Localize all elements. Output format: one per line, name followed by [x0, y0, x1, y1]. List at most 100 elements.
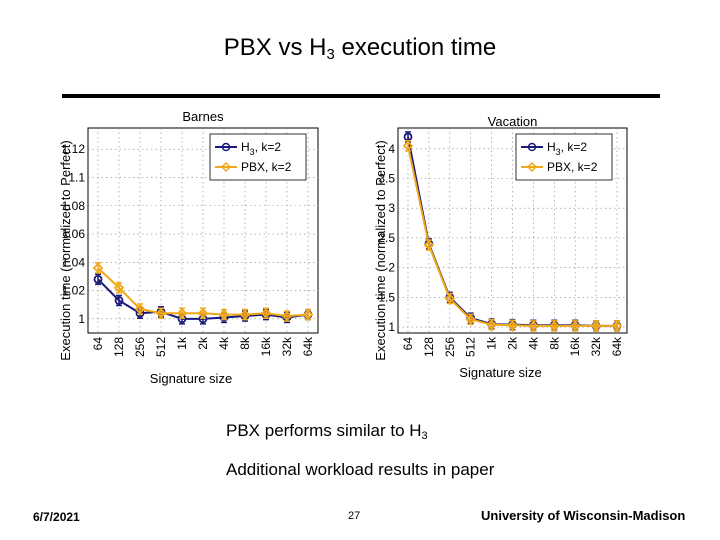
legend-label: PBX, k=2 — [547, 160, 598, 174]
legend-marker-diamond — [526, 161, 538, 173]
legend-label-sub: 3 — [556, 147, 561, 157]
legend-label-main: PBX, k=2 — [547, 160, 598, 174]
x-axis-label: Signature size — [459, 365, 541, 380]
chart-panel-vacation: 1 1.5 2 2.5 3 3.5 4 64 128 256 512 1k 2k 4k 8k 16k 32k 64… — [373, 114, 628, 380]
data-point-pbx — [465, 314, 476, 325]
x-tick-label: 64k — [301, 336, 315, 356]
y-tick-label: 1.1 — [68, 170, 85, 184]
slide-title-main: PBX vs H — [223, 34, 327, 61]
data-point-pbx — [486, 319, 497, 330]
x-axis-label: Signature size — [150, 371, 232, 386]
x-tick-label: 256 — [133, 337, 147, 357]
x-tick-label: 4k — [526, 336, 540, 350]
legend-box — [515, 133, 613, 181]
data-point-h3 — [93, 274, 103, 284]
x-tick-label: 256 — [443, 337, 457, 357]
x-tick-label: 8k — [547, 336, 561, 350]
y-tick-label: 1.02 — [62, 284, 86, 298]
bullet1-subscript: 3 — [421, 430, 428, 442]
x-tick-label: 8k — [238, 336, 252, 350]
y-tick-label: 1.08 — [62, 199, 86, 213]
data-point-pbx — [569, 320, 581, 332]
legend-label-main: H — [241, 140, 250, 154]
legend-box — [209, 133, 307, 181]
data-point-pbx — [302, 309, 314, 320]
x-tick-label: 128 — [422, 337, 436, 357]
legend-label: H3, k=2 — [547, 140, 587, 157]
footer-page-number: 27 — [348, 510, 361, 522]
legend-label-rest: , k=2 — [255, 140, 282, 154]
y-tick-label: 3 — [388, 201, 395, 215]
y-tick-label: 1 — [78, 312, 85, 326]
data-point-pbx — [218, 309, 230, 320]
x-tick-label: 512 — [464, 337, 478, 357]
data-point-pbx — [528, 320, 539, 332]
y-tick-label: 1 — [388, 320, 395, 334]
bullet1-text: PBX performs similar to H — [226, 421, 422, 440]
data-point-pbx — [423, 239, 435, 251]
chart-panel-barnes: 1 1.02 1.04 1.06 1.08 1.1 1.12 64 128 256 512 1k 2k 4… — [58, 109, 319, 386]
data-point-pbx — [239, 309, 251, 320]
bullet-similar-performance: PBX performs similar to H3 — [226, 421, 428, 442]
data-point-pbx — [611, 320, 623, 332]
slide-title-subscript: 3 — [326, 46, 335, 63]
data-point-pbx — [402, 140, 414, 152]
legend-label: PBX, k=2 — [241, 160, 292, 174]
y-tick-label: 4 — [388, 142, 395, 156]
y-axis-label: Execution time (normalized to Perfect) — [58, 140, 73, 360]
data-point-pbx — [444, 293, 456, 304]
y-tick-label: 1.04 — [62, 255, 86, 269]
x-tick-label: 1k — [175, 336, 189, 350]
x-tick-label: 16k — [259, 336, 273, 356]
data-point-pbx — [92, 262, 104, 274]
y-axis-label: Execution time (normalized to Perfect) — [373, 140, 388, 360]
legend-label-rest: , k=2 — [561, 140, 588, 154]
chart-legend: H3, k=2 PBX, k=2 — [515, 133, 613, 181]
x-tick-label: 512 — [154, 337, 168, 357]
legend-label-sub: 3 — [250, 147, 255, 157]
legend-label-main: PBX, k=2 — [241, 160, 292, 174]
data-point-pbx — [155, 307, 167, 319]
data-point-pbx — [281, 310, 293, 322]
chart-legend: H3, k=2 PBX, k=2 — [209, 133, 307, 181]
y-tick-label: 1.5 — [378, 290, 395, 304]
data-point-pbx — [176, 307, 188, 319]
y-tick-label: 1.06 — [62, 227, 86, 241]
data-point-pbx — [549, 320, 560, 332]
chart-title: Vacation — [488, 114, 538, 129]
x-tick-label: 32k — [280, 336, 294, 356]
legend-label: H3, k=2 — [241, 140, 281, 157]
slide-title: PBX vs H3 execution time — [0, 34, 720, 63]
footer-affiliation: University of Wisconsin-Madison — [481, 508, 686, 523]
data-point-pbx — [134, 303, 146, 315]
legend-label-main: H — [547, 140, 556, 154]
x-tick-label: 16k — [568, 336, 582, 356]
data-point-pbx — [590, 320, 602, 332]
x-tick-label: 2k — [196, 336, 210, 350]
x-tick-label: 128 — [112, 337, 126, 357]
x-tick-label: 64 — [91, 337, 105, 351]
x-tick-label: 1k — [485, 336, 499, 350]
y-tick-label: 1.12 — [62, 142, 86, 156]
x-tick-label: 64 — [401, 337, 415, 351]
legend-marker-diamond — [220, 161, 232, 173]
y-tick-label: 2.5 — [378, 231, 395, 245]
x-tick-label: 64k — [610, 336, 624, 356]
legend-marker-circle — [527, 142, 537, 152]
bullet-additional-results: Additional workload results in paper — [226, 460, 495, 479]
footer-date: 6/7/2021 — [33, 510, 80, 524]
data-point-pbx — [113, 282, 125, 294]
y-tick-label: 2 — [388, 261, 395, 275]
slide-title-rest: execution time — [334, 34, 497, 61]
x-tick-label: 32k — [589, 336, 603, 356]
x-tick-label: 2k — [506, 336, 520, 350]
data-point-pbx — [507, 320, 518, 331]
chart-title: Barnes — [182, 109, 224, 124]
y-tick-label: 3.5 — [378, 172, 395, 186]
data-point-h3 — [114, 296, 124, 305]
x-tick-label: 4k — [217, 336, 231, 350]
data-point-pbx — [197, 307, 209, 319]
data-point-pbx — [260, 307, 272, 319]
title-divider-bar — [62, 94, 660, 98]
